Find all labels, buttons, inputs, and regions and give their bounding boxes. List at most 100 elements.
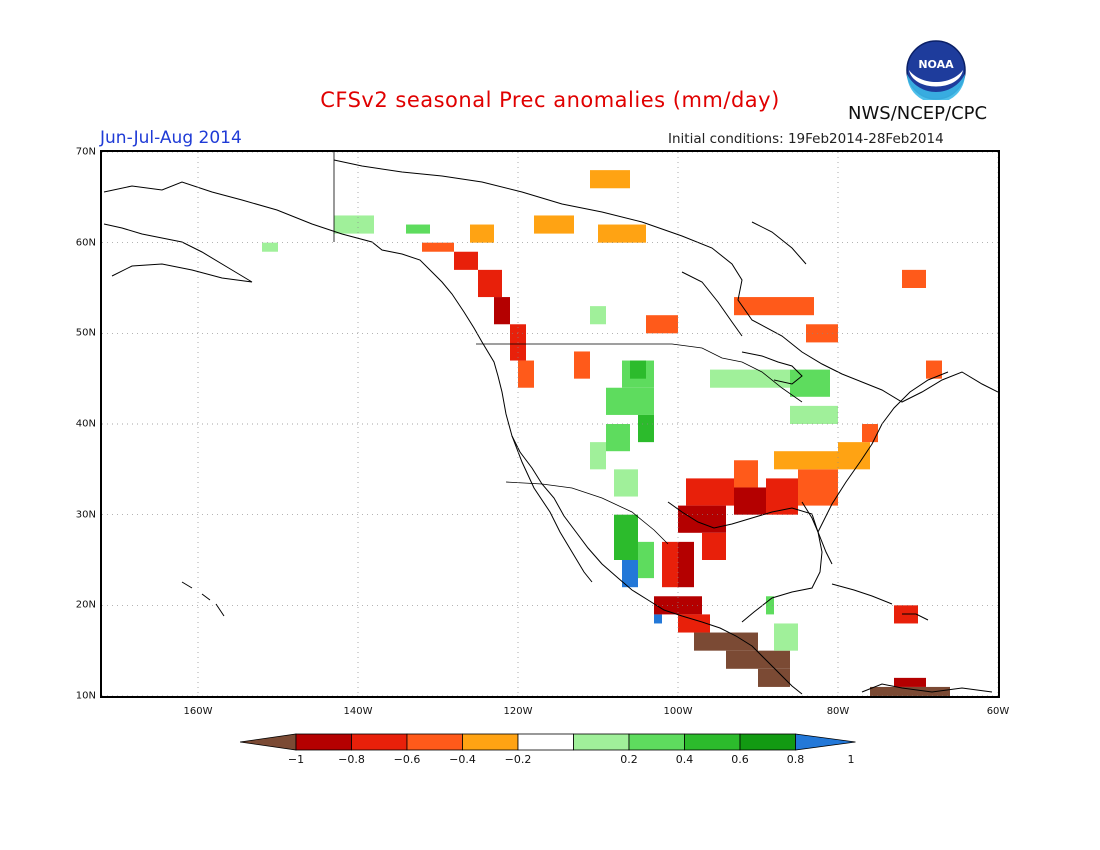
anomaly-cell [598,224,646,243]
anomaly-cell [630,360,646,379]
svg-text:NOAA: NOAA [918,58,954,71]
anomaly-cell [614,514,638,560]
colorbar-tick-label: −0.8 [338,753,365,766]
colorbar-tick-label: 1 [847,753,855,766]
anomaly-cell [614,469,638,497]
anomaly-cell [638,414,654,443]
colorbar-tick-label: −0.4 [449,753,476,766]
y-tick-label: 10N [75,690,96,702]
y-tick-label: 40N [75,418,96,430]
florida [801,501,833,565]
colorbar-swatch [295,733,352,751]
anomaly-cell [678,541,694,588]
noaa-logo: NOAA [893,40,979,104]
anomaly-cell [606,387,654,415]
colorbar-swatch [351,733,408,751]
anomaly-cell [894,677,926,687]
hudson-bay [681,221,807,337]
anomaly-cell [678,505,726,533]
map-panel [100,150,1000,698]
y-tick-label: 50N [75,327,96,339]
colorbar-swatch [628,733,685,751]
anomaly-cell [622,560,638,588]
colorbar-tick-label: 0.4 [675,753,694,766]
great-lakes [741,351,803,385]
anomaly-cell [766,478,798,515]
east-coast [817,371,949,533]
anomaly-cell [454,251,478,270]
anomaly-cell [710,369,790,388]
country-borders [333,152,803,545]
anomaly-cell [646,315,678,334]
colorbar-tick-label: 0.8 [786,753,805,766]
anomaly-cell [590,306,606,325]
anomaly-cell [838,442,870,470]
north-coast [333,159,998,403]
anomaly-cell [870,686,950,696]
colorbar-swatch [462,733,519,751]
us-mexico-border [505,481,669,545]
colorbar-high-arrow [795,733,856,751]
anomaly-cell [470,224,494,243]
chart-title: CFSv2 seasonal Prec anomalies (mm/day) [320,88,780,112]
anomaly-cell [694,632,758,651]
hawaii [181,581,225,617]
colorbar-swatch [517,733,574,751]
south-america [861,683,993,693]
map-canvas [102,152,998,696]
anomaly-cell [590,442,606,470]
anomaly-cell [678,614,710,633]
colorbar-tick-label: −0.2 [504,753,532,766]
anomaly-cell [862,424,878,443]
anomaly-cell [726,650,790,669]
colorbar-swatch [739,733,796,751]
colorbar-tick-label: 0.6 [731,753,749,766]
y-tick-label: 70N [75,146,96,158]
x-tick-label: 160W [183,706,213,717]
x-tick-label: 80W [826,706,850,717]
anomaly-cell [590,170,630,189]
x-tick-label: 140W [343,706,373,717]
anomaly-cell [774,451,838,470]
y-tick-label: 60N [75,237,96,249]
x-tick-label: 120W [503,706,533,717]
anomaly-cell [702,532,726,560]
anomaly-cell [790,369,830,397]
anomaly-cell [766,596,774,615]
anomaly-cell [686,478,734,506]
anomaly-cell [774,623,798,651]
anomaly-cell [334,215,374,234]
cuba [831,583,893,605]
colorbar-tick-label: −0.6 [393,753,421,766]
anomaly-cell [734,460,758,488]
anomaly-cell [758,668,790,687]
y-tick-label: 20N [75,599,96,611]
anomaly-cell [606,424,630,452]
anomaly-cell [902,269,926,288]
colorbar-low-arrow [240,733,297,751]
anomaly-cell [790,405,838,424]
anomaly-cell [638,541,654,579]
anomaly-cell [734,297,814,316]
anomaly-cell [518,360,534,388]
lat-lon-grid [102,152,998,696]
anomaly-cell [662,541,678,588]
y-tick-label: 30N [75,509,96,521]
coastline-layer [103,159,998,695]
alaska-coast [103,181,803,695]
anomaly-cell [798,469,838,506]
initial-conditions-label: Initial conditions: 19Feb2014-28Feb2014 [668,131,944,147]
anomaly-cell [478,269,502,298]
colorbar-swatch [684,733,741,751]
colorbar-tick-label: 0.2 [620,753,638,766]
anomaly-cell [926,360,942,379]
colorbar-swatch [406,733,463,751]
anomaly-cell [422,242,454,252]
anomaly-cell [734,487,766,515]
colorbar [240,733,856,751]
hispaniola [902,613,929,621]
period-label: Jun-Jul-Aug 2014 [100,128,242,148]
anomaly-cell [262,242,278,252]
colorbar-swatch [573,733,630,751]
anomaly-layer [262,170,950,696]
